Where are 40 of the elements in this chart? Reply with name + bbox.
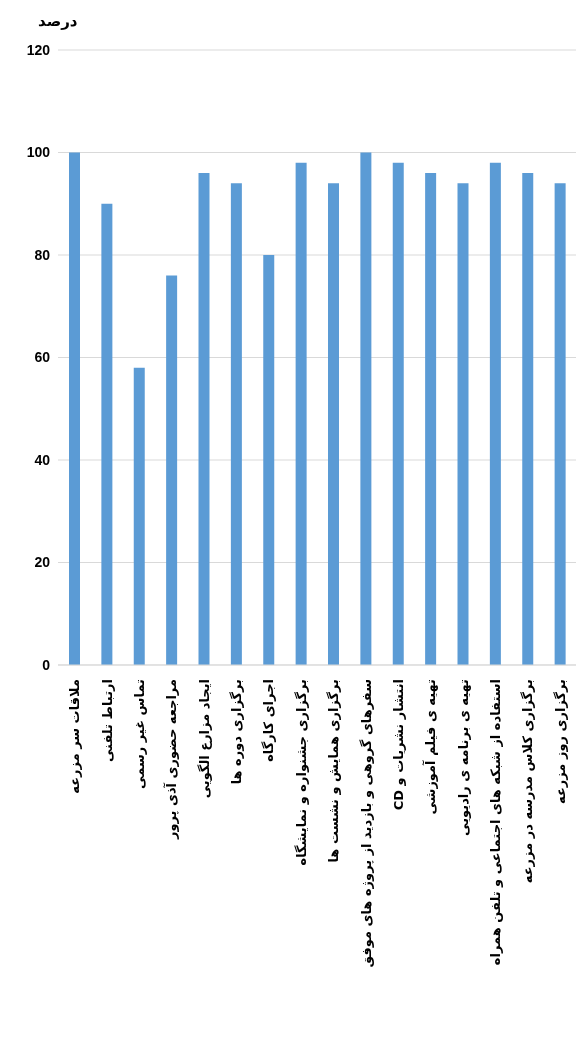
x-tick-label: تهیه ی برنامه ی رادیویی bbox=[455, 679, 471, 836]
x-tick-label: استفاده از شبکه های اجتماعی و تلفن همراه bbox=[488, 679, 504, 966]
x-tick-label: برگزاری روز مزرعه bbox=[552, 679, 568, 804]
x-tick-label: تماس غیر رسمی bbox=[131, 679, 147, 789]
x-tick-label: انتشار نشریات و CD bbox=[390, 679, 406, 811]
bar bbox=[425, 173, 437, 665]
x-tick-label: ارتباط تلفنی bbox=[99, 679, 115, 763]
y-tick-label: 100 bbox=[26, 144, 51, 161]
x-tick-label: اجرای کارگاه bbox=[261, 679, 277, 762]
x-tick-label: برگزاری همایش و نشست ها bbox=[326, 679, 342, 863]
bar bbox=[263, 255, 275, 665]
y-tick-label: 40 bbox=[34, 451, 51, 468]
y-tick-label: 0 bbox=[42, 656, 51, 673]
bar bbox=[392, 162, 404, 665]
bar bbox=[360, 152, 372, 665]
y-axis-title: درصد bbox=[37, 11, 79, 32]
x-tick-label: برگزاری دوره ها bbox=[229, 679, 245, 785]
bar bbox=[554, 183, 566, 665]
bar bbox=[166, 275, 178, 665]
y-tick-label: 60 bbox=[34, 349, 51, 366]
x-tick-label: سفرهای گروهی و بازدید از پروژه های موفق bbox=[358, 679, 374, 968]
x-tick-label: برگزاری کلاس مدرسه در مزرعه bbox=[520, 679, 536, 884]
bar bbox=[101, 203, 113, 665]
bar bbox=[522, 173, 534, 665]
bar bbox=[328, 183, 339, 665]
bar bbox=[69, 152, 80, 665]
bar bbox=[133, 367, 145, 665]
y-tick-label: 20 bbox=[34, 554, 51, 571]
bar bbox=[230, 183, 242, 665]
x-tick-label: تهیه ی فیلم آموزشی bbox=[422, 679, 439, 815]
x-tick-label: ایجاد مزارع الگویی bbox=[196, 679, 212, 799]
bar bbox=[295, 162, 307, 665]
bar bbox=[457, 183, 469, 665]
y-tick-label: 120 bbox=[26, 41, 51, 58]
x-tick-label: مراجعه حضوری آذی پرور bbox=[163, 679, 180, 841]
x-tick-label: ملاقات سر مزرعه bbox=[67, 679, 83, 794]
y-tick-label: 80 bbox=[34, 246, 51, 263]
bar bbox=[489, 162, 501, 665]
bar bbox=[198, 173, 210, 665]
x-tick-label: برگزاری جشنواره و نمایشگاه bbox=[293, 679, 309, 866]
